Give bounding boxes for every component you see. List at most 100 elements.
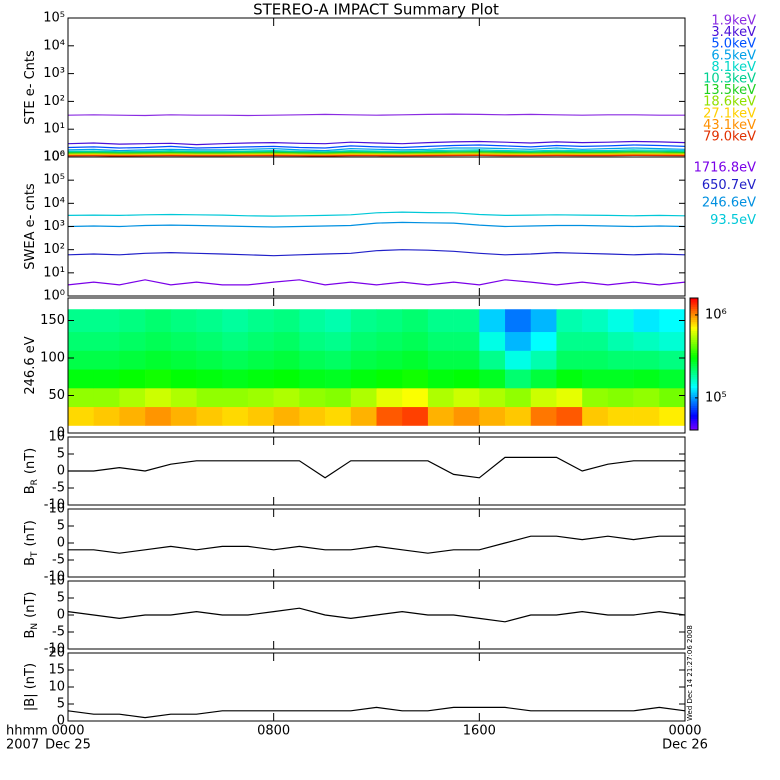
y-label-unit: (nT) (23, 592, 38, 618)
heatmap-cell (582, 350, 609, 370)
heatmap-cell (170, 369, 197, 389)
colorbar-step (690, 313, 698, 317)
legend-entry: 3.4keV (711, 25, 756, 40)
data-line (67, 706, 686, 719)
data-line (67, 149, 686, 153)
colorbar-step (690, 357, 698, 361)
heatmap-cell (427, 388, 454, 408)
colorbar-step (690, 342, 698, 345)
heatmap-cell (479, 350, 506, 370)
colorbar-step (690, 405, 698, 409)
heatmap-cell (633, 309, 660, 333)
colorbar-step (690, 364, 698, 367)
heatmap-cell (222, 406, 249, 426)
data-line (67, 152, 686, 155)
heatmap-cell (402, 331, 429, 351)
heatmap-cell (427, 369, 454, 389)
heatmap-cell (453, 369, 480, 389)
heatmap-cell (607, 331, 634, 351)
y-tick-label: 10⁵ (43, 11, 65, 26)
y-axis-label: |B| (nT) (23, 663, 38, 711)
y-tick-label: 10⁴ (43, 38, 65, 53)
heatmap-cell (299, 406, 326, 426)
heatmap-cell (530, 406, 557, 426)
y-axis-label: BN (nT) (23, 592, 40, 639)
heatmap-cell (350, 331, 377, 351)
y-tick-label: 10 (48, 680, 65, 695)
legend-entry: 246.6eV (702, 196, 756, 211)
heatmap-cell (530, 309, 557, 333)
colorbar-step (690, 306, 698, 310)
heatmap-cell (196, 406, 223, 426)
data-line (67, 607, 686, 623)
heatmap-cell (633, 350, 660, 370)
colorbar-step (690, 344, 698, 347)
heatmap-cell (273, 331, 300, 351)
y-tick-label: 150 (40, 313, 65, 328)
y-axis-label: BR (nT) (23, 448, 40, 495)
legend-entry: 8.1keV (711, 60, 756, 75)
heatmap-cell (247, 388, 274, 408)
colorbar-step (690, 412, 698, 416)
heatmap-cell (607, 388, 634, 408)
y-axis-label: SWEA e- cnts (23, 183, 38, 270)
colorbar-step (690, 414, 698, 418)
heatmap-cell (222, 369, 249, 389)
heatmap-cell (119, 406, 146, 426)
y-label-sub: R (30, 479, 40, 485)
legend-entry: 18.6keV (703, 95, 756, 110)
heatmap-cell (247, 350, 274, 370)
y-tick-label: 20 (48, 646, 65, 661)
legend-entry: 1.9keV (711, 14, 756, 29)
heatmap-cell (222, 350, 249, 370)
colorbar-step (690, 392, 698, 396)
heatmap-cell (170, 309, 197, 333)
y-label-main: SWEA e- cnts (23, 183, 38, 270)
date-label: Dec 25 (45, 738, 91, 753)
panel-frame (67, 436, 686, 506)
legend-entry: 10.3keV (703, 72, 756, 87)
heatmap-cell (633, 388, 660, 408)
colorbar-step (690, 427, 698, 431)
legend-entry: 650.7eV (702, 178, 756, 193)
heatmap-cell (453, 309, 480, 333)
y-tick-label: 10⁰ (43, 289, 65, 304)
y-tick-label: 0 (57, 714, 65, 729)
heatmap-cell (247, 309, 274, 333)
legend-entry: 27.1keV (703, 106, 756, 121)
heatmap-cell (582, 331, 609, 351)
colorbar-step (690, 399, 698, 402)
colorbar-step (690, 335, 698, 339)
heatmap-cell (582, 369, 609, 389)
heatmap-cell (299, 350, 326, 370)
data-line (67, 144, 686, 149)
legend-entry: 43.1keV (703, 118, 756, 133)
colorbar-step (690, 423, 698, 427)
colorbar-step (690, 315, 698, 319)
colorbar-step (690, 324, 698, 328)
y-tick-label: 10⁰ (43, 150, 65, 165)
heatmap-cell (273, 388, 300, 408)
axis-caption: 2007 (6, 738, 39, 753)
y-tick-label: -5 (52, 553, 65, 568)
heatmap-cell (170, 350, 197, 370)
colorbar-step (690, 372, 698, 376)
heatmap-cell (402, 406, 429, 426)
heatmap-cell (633, 406, 660, 426)
heatmap-cell (556, 406, 583, 426)
y-tick-label: -10 (44, 570, 65, 585)
data-line (67, 150, 686, 153)
y-label-main: |B| (nT) (23, 663, 38, 711)
heatmap-cell (453, 406, 480, 426)
heatmap-cell (119, 388, 146, 408)
heatmap-cell (659, 369, 686, 389)
y-axis-label: BT (nT) (23, 520, 40, 566)
panel-frame (67, 508, 686, 578)
colorbar-step (690, 326, 698, 330)
heatmap-cell (170, 388, 197, 408)
heatmap-cell (659, 331, 686, 351)
y-tick-label: 10² (43, 242, 65, 257)
heatmap-cell (402, 369, 429, 389)
y-tick-label: 15 (48, 663, 65, 678)
